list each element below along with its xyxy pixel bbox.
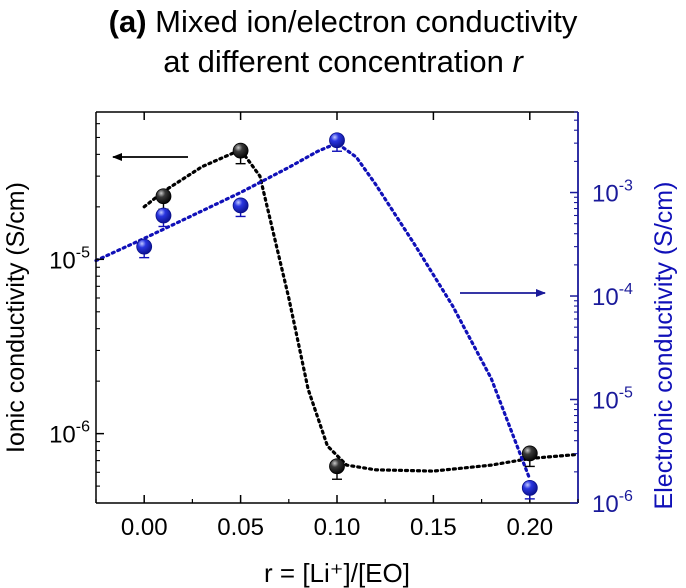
chart-title-line-2: at different concentration r (0, 42, 686, 82)
y-left-tick-label: 10-6 (49, 419, 90, 449)
axes (95, 111, 579, 504)
chart-title-line-1: (a) Mixed ion/electron conductivity (0, 2, 686, 42)
electronic-trend-line (94, 141, 532, 481)
electronic-data-point (155, 207, 172, 224)
y-right-tick-label: 10-5 (592, 385, 633, 415)
y-right-axis-title: Electronic conductivity (S/cm) (650, 182, 678, 510)
ionic-data-point (329, 458, 345, 475)
x-axis-title: r = [Li⁺]/[EO] (264, 558, 410, 588)
electronic-data-point (329, 132, 345, 149)
chart-title: (a) Mixed ion/electron conductivity at d… (0, 2, 686, 82)
data-points (112, 132, 546, 500)
chart-title-sub: at different concentration (163, 44, 504, 79)
ionic-data-point (155, 188, 172, 205)
ionic-data-point (232, 142, 249, 159)
electronic-data-point (232, 197, 249, 214)
axis-labels: 0.00 0.05 0.10 0.15 0.20 10-5 10-6 10-3 10-4 10-5… (2, 178, 678, 588)
chart-title-variable: r (512, 44, 523, 79)
x-tick-label: 0.15 (410, 514, 457, 541)
y-left-axis-title: Ionic conductivity (S/cm) (2, 182, 30, 453)
electronic-data-point (521, 479, 538, 496)
y-right-tick-label: 10-6 (592, 488, 633, 518)
y-right-tick-label: 10-3 (592, 178, 633, 208)
ionic-trend-line (142, 147, 580, 473)
x-tick-label: 0.10 (314, 514, 361, 541)
x-tick-label: 0.20 (506, 514, 553, 541)
y-left-tick-label: 10-5 (49, 244, 90, 274)
chart-title-main: Mixed ion/electron conductivity (155, 4, 578, 39)
panel-label: (a) (108, 4, 147, 39)
x-tick-label: 0.05 (217, 514, 264, 541)
ionic-data-point (521, 445, 538, 462)
y-right-tick-label: 10-4 (592, 281, 633, 311)
x-tick-label: 0.00 (121, 514, 168, 541)
trend-lines (94, 141, 580, 481)
electronic-data-point (136, 238, 153, 255)
